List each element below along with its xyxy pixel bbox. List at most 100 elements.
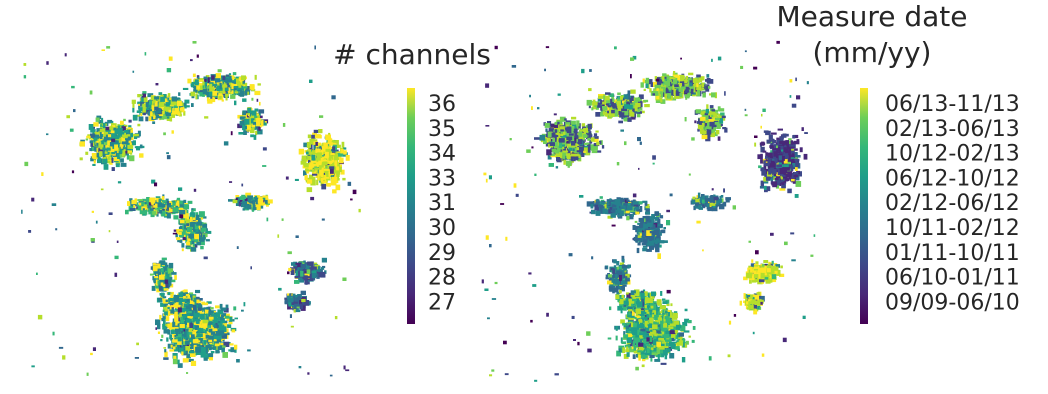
legend-label-channels-4: 31 <box>428 191 456 216</box>
scatter-point <box>187 321 190 327</box>
scatter-point <box>179 205 186 210</box>
scatter-point <box>95 117 100 122</box>
scatter-point <box>243 196 247 199</box>
scatter-point <box>313 152 319 156</box>
scatter-point <box>239 80 242 85</box>
scatter-point <box>306 179 313 184</box>
scatter-point <box>637 109 641 113</box>
scatter-point <box>197 340 201 343</box>
scatter-point <box>190 223 195 227</box>
scatter-point <box>166 98 171 101</box>
scatter-point <box>187 219 193 225</box>
scatter-point <box>168 104 174 110</box>
scatter-point <box>293 301 299 304</box>
scatter-point <box>564 118 567 121</box>
scatter-point <box>163 303 168 309</box>
scatter-point <box>251 97 254 101</box>
scatter-point <box>637 112 641 118</box>
scatter-point <box>130 132 134 138</box>
scatter-point <box>574 133 579 139</box>
scatter-point <box>161 200 164 205</box>
scatter-point <box>219 325 224 332</box>
scatter-point <box>262 165 267 167</box>
scatter-point <box>636 111 642 114</box>
scatter-point <box>203 329 207 334</box>
scatter-point <box>197 79 204 82</box>
scatter-point <box>119 143 123 148</box>
scatter-point <box>210 95 213 100</box>
scatter-point <box>257 115 260 119</box>
scatter-point <box>257 198 264 204</box>
scatter-point <box>151 179 156 184</box>
scatter-point <box>293 261 298 267</box>
scatter-point <box>51 203 57 206</box>
scatter-point <box>158 297 162 302</box>
scatter-point <box>320 181 324 187</box>
scatter-point <box>105 154 109 157</box>
scatter-point <box>169 301 173 305</box>
scatter-point <box>336 164 340 169</box>
scatter-point <box>154 202 158 205</box>
scatter-point <box>177 317 181 322</box>
scatter-point <box>595 130 599 133</box>
scatter-point <box>182 292 188 296</box>
scatter-point <box>325 134 331 141</box>
scatter-point <box>315 148 321 153</box>
scatter-point <box>107 134 112 138</box>
scatter-point <box>578 146 583 152</box>
scatter-point <box>226 78 233 83</box>
scatter-point <box>173 297 178 303</box>
scatter-point <box>231 86 237 90</box>
scatter-point <box>89 90 93 95</box>
scatter-point <box>153 205 158 208</box>
scatter-point <box>208 355 213 361</box>
scatter-point <box>100 188 104 191</box>
scatter-point <box>102 140 105 144</box>
scatter-point <box>139 209 145 215</box>
scatter-point <box>300 271 304 277</box>
scatter-point <box>282 123 286 127</box>
scatter-point <box>335 153 338 159</box>
scatter-point <box>173 215 179 220</box>
scatter-point <box>128 138 132 144</box>
scatter-point <box>96 115 102 119</box>
scatter-point <box>165 102 169 107</box>
scatter-point <box>326 160 329 163</box>
scatter-point <box>163 306 168 312</box>
scatter-point <box>260 120 264 127</box>
scatter-point <box>319 169 324 176</box>
scatter-point <box>216 337 221 343</box>
scatter-point <box>168 262 174 269</box>
scatter-point <box>547 154 552 160</box>
scatter-point <box>317 174 320 180</box>
scatter-point <box>195 318 199 324</box>
scatter-point <box>205 92 211 95</box>
scatter-point <box>158 281 162 287</box>
scatter-point <box>602 106 607 109</box>
scatter-point <box>256 113 259 117</box>
scatter-point <box>172 321 175 328</box>
scatter-point <box>95 220 98 224</box>
scatter-point <box>188 350 195 354</box>
scatter-point <box>165 299 168 303</box>
scatter-point <box>242 81 245 84</box>
scatter-point <box>309 277 314 281</box>
scatter-point <box>184 203 188 205</box>
scatter-point <box>576 143 579 146</box>
scatter-point <box>225 93 229 97</box>
scatter-point <box>300 264 306 269</box>
scatter-point <box>228 349 232 352</box>
scatter-point <box>168 109 171 113</box>
scatter-point <box>225 332 230 336</box>
scatter-point <box>155 197 161 204</box>
scatter-point <box>207 325 211 330</box>
scatter-point <box>191 297 196 301</box>
scatter-point <box>307 261 313 266</box>
scatter-point <box>201 301 205 305</box>
scatter-point <box>608 98 614 105</box>
scatter-point <box>562 155 566 159</box>
scatter-point <box>555 152 562 157</box>
scatter-point <box>320 272 326 278</box>
scatter-point <box>162 296 167 299</box>
scatter-point <box>129 155 135 162</box>
